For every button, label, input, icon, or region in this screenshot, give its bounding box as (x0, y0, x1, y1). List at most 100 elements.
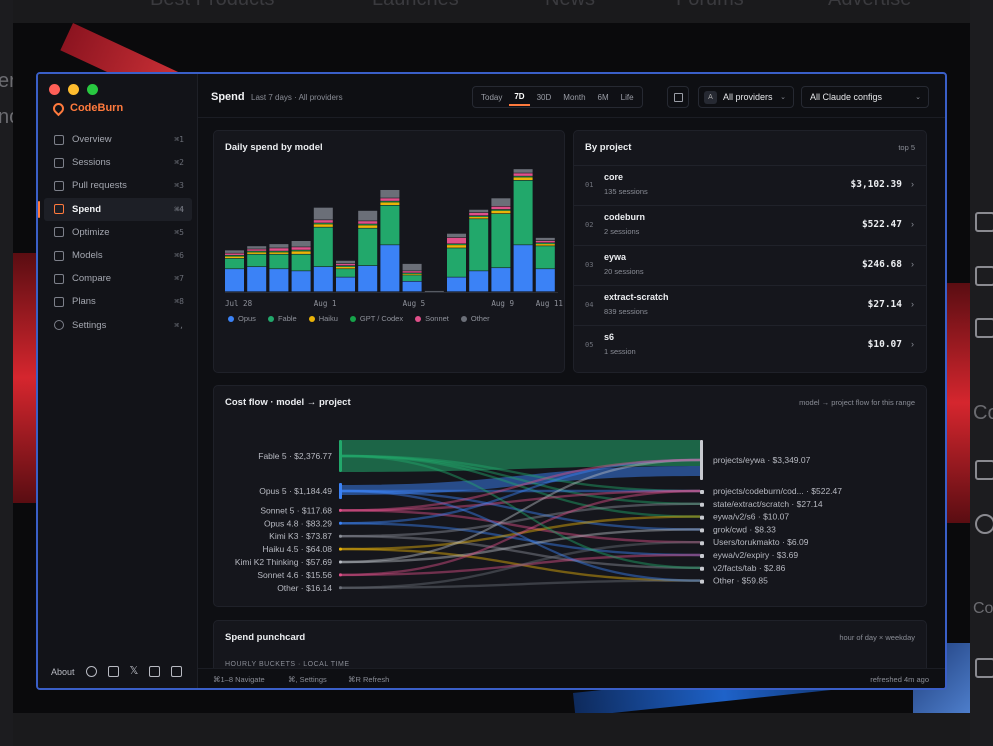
bar-segment[interactable] (247, 267, 267, 292)
bar-segment[interactable] (247, 252, 267, 254)
config-select[interactable]: All Claude configs ⌄ (801, 86, 929, 108)
flow-link[interactable] (342, 489, 700, 493)
sidebar-item-compare[interactable]: Compare ⌘7 (44, 267, 192, 290)
flow-link[interactable] (342, 458, 700, 525)
bar-segment[interactable] (225, 253, 244, 255)
sidebar-item-models[interactable]: Models ⌘6 (44, 244, 192, 267)
bar-segment[interactable] (291, 247, 311, 250)
bar-segment[interactable] (469, 219, 489, 271)
legend-item[interactable]: Sonnet (415, 314, 449, 323)
bar-segment[interactable] (225, 258, 244, 269)
flow-source-node[interactable] (339, 560, 342, 564)
bar-segment[interactable] (269, 252, 289, 254)
bar-segment[interactable] (380, 205, 400, 245)
bar-segment[interactable] (269, 244, 289, 248)
flow-source-node[interactable] (339, 483, 342, 499)
flow-source-node[interactable] (339, 547, 342, 551)
bar-segment[interactable] (358, 228, 378, 266)
bar-segment[interactable] (491, 213, 511, 268)
bar-segment[interactable] (402, 275, 422, 281)
flow-link[interactable] (342, 509, 700, 544)
bar-segment[interactable] (291, 254, 311, 271)
flow-link[interactable] (342, 579, 700, 589)
linkedin-icon[interactable] (171, 666, 183, 677)
bar-segment[interactable] (358, 265, 378, 292)
flow-link[interactable] (342, 454, 700, 493)
flow-target-node[interactable] (700, 515, 704, 520)
bar-segment[interactable] (247, 251, 267, 253)
flow-target-node[interactable] (700, 490, 704, 494)
bar-segment[interactable] (447, 277, 466, 292)
bar-segment[interactable] (313, 227, 333, 267)
bar-segment[interactable] (469, 217, 489, 219)
bar-segment[interactable] (402, 271, 422, 273)
flow-link[interactable] (342, 535, 700, 569)
bar-segment[interactable] (269, 254, 289, 269)
bar-segment[interactable] (402, 263, 422, 271)
flow-link[interactable] (342, 454, 700, 518)
bar-segment[interactable] (291, 271, 311, 292)
sidebar-item-plans[interactable]: Plans ⌘8 (44, 290, 192, 313)
bar-segment[interactable] (380, 189, 400, 198)
x-icon[interactable]: 𝕏 (129, 665, 139, 677)
bar-segment[interactable] (336, 277, 355, 292)
bar-segment[interactable] (291, 240, 311, 247)
project-row[interactable]: 02 codeburn 2 sessions $522.47 › (574, 205, 926, 245)
bar-segment[interactable] (447, 244, 466, 245)
bg-nav-item[interactable]: Launches (372, 0, 459, 11)
share-icon[interactable] (975, 318, 993, 338)
flow-target-node[interactable] (700, 566, 704, 571)
minimize-window-button[interactable] (68, 84, 79, 95)
flow-link[interactable] (342, 528, 700, 564)
sidebar-item-pull-requests[interactable]: Pull requests ⌘3 (44, 174, 192, 197)
flow-link[interactable] (342, 541, 700, 589)
sidebar-item-spend[interactable]: Spend ⌘4 (38, 197, 192, 221)
project-row[interactable]: 04 extract-scratch 839 sessions $27.14 › (574, 285, 926, 325)
bar-segment[interactable] (247, 249, 267, 251)
flow-target-node[interactable] (700, 502, 704, 507)
bar-segment[interactable] (447, 245, 466, 248)
bar-segment[interactable] (336, 263, 355, 266)
close-window-button[interactable] (49, 84, 60, 95)
bar-segment[interactable] (513, 177, 533, 181)
project-row[interactable]: 05 s6 1 session $10.07 › (574, 325, 926, 365)
external-link-icon[interactable] (975, 460, 993, 480)
flow-link[interactable] (342, 553, 700, 577)
bar-segment[interactable] (491, 268, 511, 292)
flow-link[interactable] (342, 454, 700, 569)
plus-icon[interactable] (975, 212, 993, 232)
bar-segment[interactable] (402, 281, 422, 292)
legend-item[interactable]: Fable (267, 314, 297, 323)
bar-segment[interactable] (247, 246, 267, 249)
legend-item[interactable]: Haiku (308, 314, 338, 323)
bar-segment[interactable] (491, 206, 511, 210)
github-icon[interactable] (975, 514, 993, 534)
bar-segment[interactable] (336, 267, 355, 269)
flow-source-node[interactable] (339, 440, 342, 472)
bar-segment[interactable] (513, 245, 533, 292)
legend-item[interactable]: GPT / Codex (349, 314, 403, 323)
bar-segment[interactable] (313, 223, 333, 225)
bar-segment[interactable] (469, 271, 489, 292)
range-30d[interactable]: 30D (536, 92, 552, 102)
flow-source-node[interactable] (339, 534, 342, 538)
zoom-window-button[interactable] (87, 84, 98, 95)
flow-link[interactable] (342, 458, 700, 512)
comment-icon[interactable] (975, 266, 993, 286)
bar-segment[interactable] (447, 237, 466, 244)
project-row[interactable]: 03 eywa 20 sessions $246.68 › (574, 245, 926, 285)
bar-segment[interactable] (469, 212, 489, 216)
bar-segment[interactable] (535, 240, 555, 243)
bg-nav-item[interactable]: News (545, 0, 595, 11)
bar-segment[interactable] (269, 248, 289, 251)
flow-link[interactable] (342, 454, 700, 505)
bar-segment[interactable] (358, 221, 378, 224)
legend-item[interactable]: Other (460, 314, 490, 323)
flow-link[interactable] (342, 489, 700, 531)
flow-link[interactable] (342, 489, 700, 577)
flow-link[interactable] (342, 489, 700, 512)
bar-segment[interactable] (469, 216, 489, 217)
flow-link[interactable] (342, 458, 700, 564)
flow-target-node[interactable] (700, 579, 704, 584)
bar-segment[interactable] (491, 198, 511, 207)
